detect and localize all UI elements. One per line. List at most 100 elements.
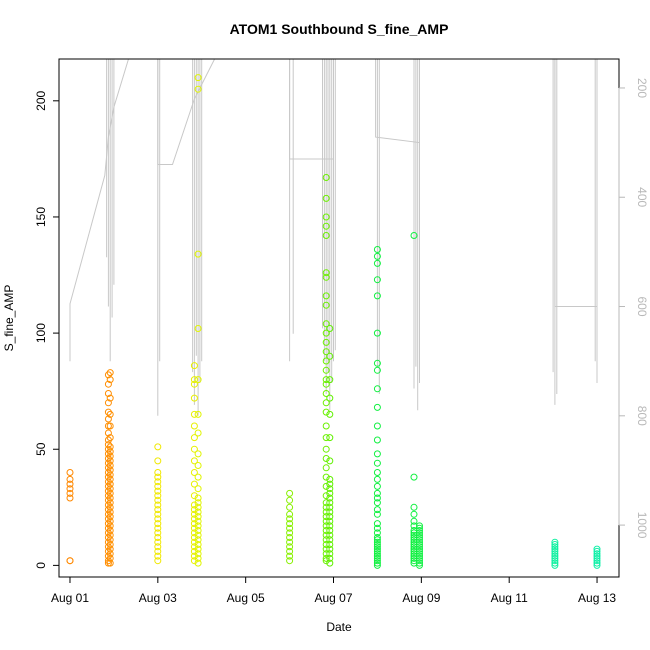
- x-axis-label: Date: [326, 620, 352, 634]
- data-point: [322, 376, 330, 384]
- data-point: [154, 534, 162, 541]
- data-point: [322, 320, 330, 328]
- data-point: [106, 443, 114, 451]
- x-tick-label: Aug 11: [491, 591, 528, 605]
- data-point: [154, 552, 162, 560]
- data-point: [106, 434, 114, 442]
- data-point: [154, 547, 162, 555]
- data-point: [326, 531, 334, 539]
- data-point: [416, 557, 423, 565]
- data-point: [593, 545, 601, 553]
- data-point: [190, 501, 198, 509]
- data-point: [106, 480, 114, 488]
- data-point: [104, 459, 112, 467]
- y-tick-label: 50: [34, 442, 48, 456]
- data-point: [322, 348, 330, 356]
- data-point: [326, 541, 334, 548]
- data-point: [410, 473, 418, 481]
- data-point: [326, 559, 334, 567]
- data-point: [190, 492, 198, 500]
- data-point: [551, 541, 559, 548]
- data-point: [551, 545, 559, 553]
- data-point: [322, 269, 330, 277]
- data-point: [326, 550, 334, 558]
- data-point: [190, 480, 198, 488]
- data-point: [326, 457, 334, 465]
- depth-line: [69, 59, 598, 362]
- data-point: [104, 464, 112, 472]
- data-point: [104, 492, 112, 500]
- data-point: [286, 547, 294, 555]
- data-point: [373, 482, 381, 490]
- data-point: [154, 478, 162, 486]
- data-point: [106, 531, 114, 539]
- data-point: [190, 524, 198, 532]
- data-point: [322, 550, 330, 558]
- data-point: [190, 376, 198, 384]
- x-tick-label: Aug 03: [139, 591, 177, 605]
- data-point: [322, 545, 330, 553]
- data-point: [106, 536, 114, 544]
- data-point: [66, 489, 74, 497]
- data-point: [286, 543, 294, 551]
- data-point: [190, 422, 198, 430]
- data-point: [190, 380, 198, 388]
- data-point: [373, 557, 381, 565]
- data-point: [551, 538, 559, 546]
- data-point: [106, 554, 114, 562]
- data-point: [593, 554, 601, 562]
- data-point: [106, 394, 114, 402]
- data-point: [322, 508, 330, 516]
- x-tick-label: Aug 05: [227, 591, 265, 605]
- data-point: [190, 547, 198, 555]
- data-point: [322, 408, 330, 416]
- data-point: [373, 561, 381, 569]
- data-point: [154, 487, 162, 495]
- data-point: [106, 457, 114, 465]
- data-point: [373, 292, 381, 300]
- data-point: [66, 480, 74, 488]
- data-point: [416, 543, 423, 551]
- data-point: [66, 475, 74, 483]
- data-point: [416, 527, 423, 534]
- data-point: [106, 410, 114, 418]
- data-point: [416, 534, 423, 541]
- data-point: [66, 494, 74, 502]
- data-point: [190, 410, 198, 418]
- data-point: [322, 554, 330, 562]
- y-tick-label: 200: [34, 90, 48, 110]
- data-point: [154, 473, 162, 481]
- data-point: [373, 499, 381, 507]
- data-point: [194, 74, 202, 82]
- data-point: [106, 527, 114, 534]
- data-point: [373, 459, 381, 467]
- data-point: [194, 522, 202, 530]
- plot-frame: [58, 58, 620, 578]
- data-point: [322, 522, 330, 530]
- data-point: [593, 557, 601, 565]
- data-point: [66, 469, 74, 476]
- data-point: [322, 527, 330, 534]
- data-point: [373, 543, 381, 551]
- data-point: [194, 450, 202, 458]
- data-point: [373, 506, 381, 514]
- data-point: [551, 550, 559, 558]
- y2-tick-label: 1000: [635, 512, 649, 539]
- data-point: [106, 508, 114, 516]
- data-point: [322, 531, 330, 539]
- data-point: [322, 541, 330, 548]
- data-point: [593, 552, 601, 560]
- data-point: [286, 529, 294, 537]
- data-point: [194, 559, 202, 567]
- data-point: [322, 329, 330, 337]
- data-point: [326, 522, 334, 530]
- data-point: [322, 513, 330, 521]
- data-point: [326, 517, 334, 525]
- data-point: [106, 462, 114, 469]
- data-point: [154, 443, 162, 451]
- data-point: [551, 552, 559, 560]
- data-point: [373, 534, 381, 541]
- data-point: [551, 547, 559, 555]
- data-point: [322, 338, 330, 346]
